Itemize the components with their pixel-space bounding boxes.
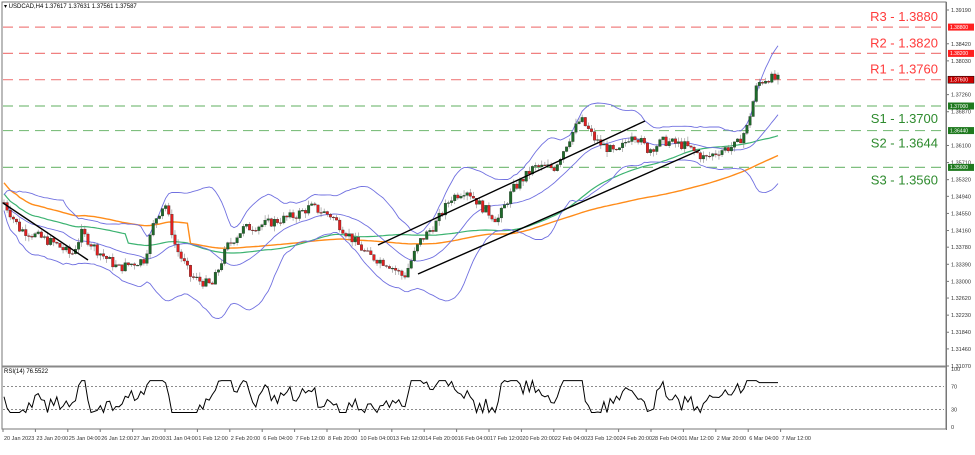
time-tick-label: 1 Mar 12:00 [684,436,713,442]
price-tick-label: 1.31460 [951,347,971,353]
rsi-tick-label: 30 [951,408,957,414]
time-tick-label: 1 Feb 12:00 [198,436,227,442]
price-tick-label: 1.35710 [951,161,971,167]
price-tick-label: 1.39190 [951,8,971,14]
level-tag-r1: 1.37600 [947,75,975,84]
time-tick-label: 7 Feb 12:00 [296,436,325,442]
level-label-r2: R2 - 1.3820 [870,35,938,50]
rsi-panel-frame [1,366,947,430]
time-tick-label: 17 Feb 12:00 [490,436,522,442]
time-tick-label: 2 Mar 20:00 [717,436,746,442]
time-tick-label: 20 Feb 20:00 [522,436,554,442]
price-tick-label: 1.36870 [951,110,971,116]
price-tick-label: 1.31840 [951,330,971,336]
svg-text:1.35600: 1.35600 [950,165,968,171]
price-tick-label: 1.31070 [951,364,971,370]
time-tick-label: 24 Feb 20:00 [620,436,652,442]
time-tick-label: 13 Feb 12:00 [393,436,425,442]
svg-text:1.37000: 1.37000 [950,104,968,110]
time-tick-label: 7 Mar 12:00 [782,436,811,442]
time-tick-label: 20 Jan 2023 [4,436,34,442]
time-tick-label: 27 Jan 20:00 [134,436,166,442]
price-tick-label: 1.37260 [951,93,971,99]
time-tick-label: 25 Jan 04:00 [69,436,101,442]
price-tick-label: 1.34940 [951,194,971,200]
level-label-s3: S3 - 1.3560 [871,172,938,187]
svg-text:1.38800: 1.38800 [950,25,968,31]
time-tick-label: 28 Feb 04:00 [652,436,684,442]
level-label-s2: S2 - 1.3644 [871,136,938,151]
price-tick-label: 1.38030 [951,59,971,65]
time-tick-label: 23 Jan 20:00 [36,436,68,442]
level-tag-r2: 1.38200 [948,49,974,57]
level-tag-s1: 1.37000 [948,102,974,110]
time-tick-label: 6 Mar 04:00 [749,436,778,442]
support-resistance-lines [3,26,944,168]
price-tick-label: 1.35320 [951,178,971,184]
svg-text:1.37600: 1.37600 [950,78,968,84]
time-tick-label: 6 Feb 04:00 [263,436,292,442]
level-tag-s3: 1.35600 [948,163,974,171]
time-tick-label: 14 Feb 20:00 [425,436,457,442]
time-tick-label: 16 Feb 04:00 [458,436,490,442]
candlesticks [2,70,780,289]
rsi-tick-label: 100 [951,367,960,373]
rsi-tick-label: 0 [951,425,954,431]
price-tick-label: 1.32620 [951,296,971,302]
price-tick-label: 1.33390 [951,262,971,268]
level-label-s1: S1 - 1.3700 [871,111,938,126]
rsi-title: RSI(14) 76.5522 [4,369,49,375]
svg-text:1.36440: 1.36440 [950,128,968,134]
time-tick-label: 26 Jan 12:00 [101,436,133,442]
time-tick-label: 31 Jan 04:00 [166,436,198,442]
price-axis[interactable]: 1.39190 1.38420 1.38030 1.37260 1.36870 1.361… [946,2,975,430]
symbol-ohlc-header: ▾ USDCAD,H4 1.37617 1.37631 1.37561 1.37… [4,4,137,10]
bollinger-bands [3,45,779,319]
trendlines [2,120,701,275]
time-tick-label: 2 Feb 20:00 [231,436,260,442]
price-tick-label: 1.38420 [951,42,971,48]
level-label-r3: R3 - 1.3880 [870,9,938,24]
time-tick-label: 8 Feb 20:00 [328,436,357,442]
svg-text:1.38200: 1.38200 [950,51,968,57]
time-tick-label: 22 Feb 04:00 [555,436,587,442]
level-tag-s2: 1.36440 [948,127,974,134]
price-tick-label: 1.36100 [951,143,971,149]
time-axis[interactable]: 20 Jan 2023 23 Jan 20:00 25 Jan 04:00 26 Ja… [2,429,811,442]
price-tick-label: 1.32230 [951,313,971,319]
time-tick-label: 23 Feb 12:00 [587,436,619,442]
price-tick-label: 1.34550 [951,211,971,217]
price-tick-label: 1.34160 [951,229,971,235]
rsi-indicator: 100 70 30 0 [3,367,960,431]
level-labels: R3 - 1.3880 R2 - 1.3820 R1 - 1.3760 S1 - 1.… [870,9,938,187]
main-panel-frame [1,1,947,367]
rsi-tick-label: 70 [951,384,957,390]
price-tick-label: 1.33000 [951,279,971,285]
price-tick-label: 1.33780 [951,245,971,251]
time-tick-label: 10 Feb 04:00 [360,436,392,442]
level-label-r1: R1 - 1.3760 [870,62,938,77]
level-tag-r3: 1.38800 [948,23,974,31]
